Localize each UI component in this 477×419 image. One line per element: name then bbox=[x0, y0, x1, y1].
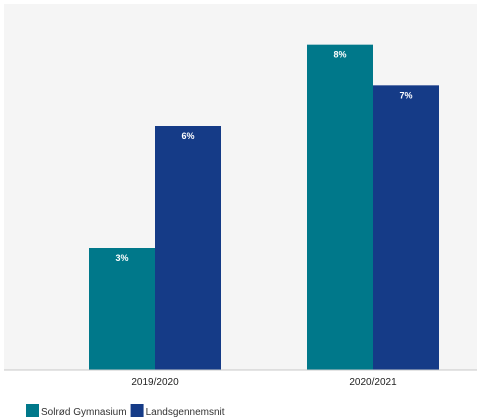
x-tick-label-2: 2020/2021 bbox=[349, 377, 397, 388]
x-tick-labels: 2019/2020 2020/2021 bbox=[131, 377, 397, 388]
data-label-1-1: 3% bbox=[115, 253, 128, 263]
data-label-2-1: 6% bbox=[181, 131, 194, 141]
legend-label-1: Solrød Gymnasium bbox=[41, 407, 127, 418]
bar-2-1 bbox=[155, 126, 221, 370]
bars-layer bbox=[89, 44, 439, 371]
bar-2-2 bbox=[373, 85, 439, 370]
x-tick-label-1: 2019/2020 bbox=[131, 377, 179, 388]
data-labels-layer: 3% 6% 8% 7% bbox=[115, 50, 412, 263]
legend-swatch-2 bbox=[130, 404, 144, 417]
legend: Solrød Gymnasium Landsgennemsnit bbox=[26, 404, 225, 418]
legend-swatch-1 bbox=[26, 404, 39, 417]
data-label-1-2: 8% bbox=[333, 50, 346, 60]
bar-1-1 bbox=[89, 248, 155, 370]
bar-1-2 bbox=[307, 44, 373, 371]
legend-label-2: Landsgennemsnit bbox=[146, 407, 225, 418]
data-label-2-2: 7% bbox=[399, 90, 412, 100]
